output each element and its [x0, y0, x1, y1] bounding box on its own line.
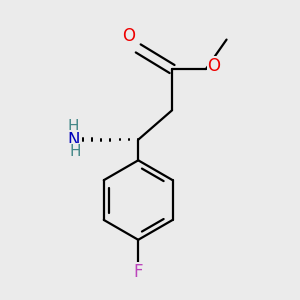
Text: O: O [207, 57, 220, 75]
Text: H: H [69, 144, 81, 159]
Text: H: H [68, 119, 79, 134]
Text: F: F [134, 263, 143, 281]
Text: N: N [67, 131, 80, 149]
Text: O: O [122, 28, 135, 46]
